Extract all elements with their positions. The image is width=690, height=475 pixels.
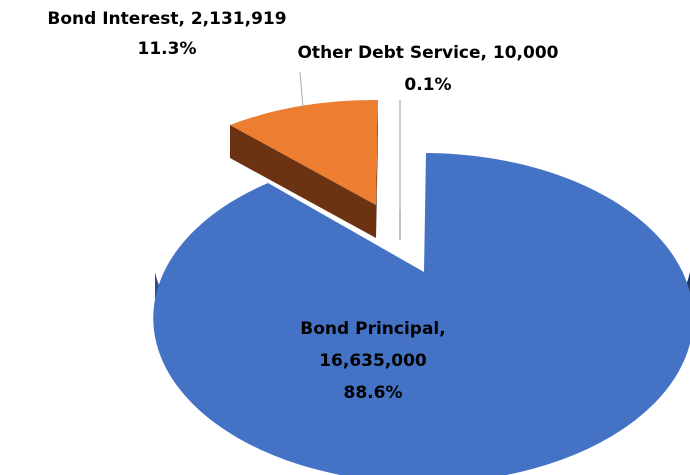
slice-bond-principal [153, 153, 690, 475]
other-debt-service-leader-line [299, 71, 304, 109]
slice-other-debt-service [399, 100, 401, 240]
slice-bond-interest-top [230, 99, 378, 205]
slice-bond-interest [230, 99, 378, 238]
bond-principal-label-percent: 88.6% [344, 383, 403, 403]
other-debt-service-label-percent: 0.1% [404, 75, 451, 95]
other-debt-service-label-name: Other Debt Service, 10,000 [297, 43, 558, 63]
bond-interest-label-percent: 11.3% [138, 39, 197, 59]
slice-bond-interest-edge [376, 100, 378, 238]
bond-principal-label-name: Bond Principal, [300, 319, 445, 339]
slice-bond-interest-side [230, 125, 376, 238]
slice-bond-principal-top [153, 153, 690, 475]
bond-principal-label-value: 16,635,000 [319, 351, 427, 371]
bond-interest-label-name: Bond Interest, 2,131,919 [47, 9, 286, 29]
